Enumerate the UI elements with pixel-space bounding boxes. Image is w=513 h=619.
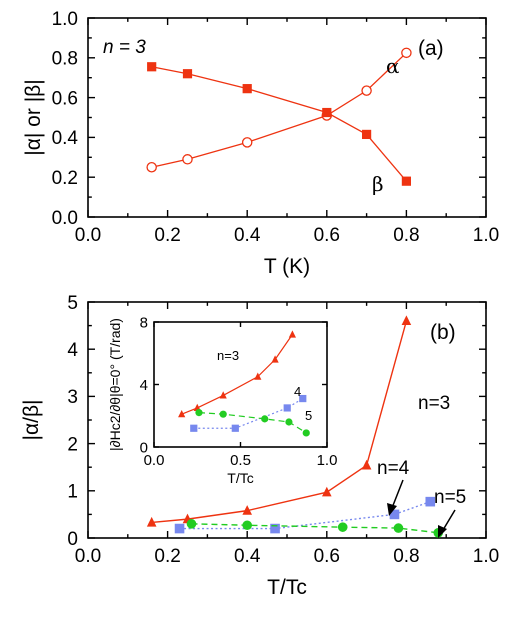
inset-x-axis-title: T/Tc (227, 470, 253, 486)
panel-b-series-1-point (270, 523, 280, 534)
panel-a-series-line-1 (151, 66, 407, 182)
panel-b-series-line-0 (151, 320, 408, 524)
panel-b-series-2-point (393, 523, 404, 533)
panel-b-ytick-label: 2 (67, 434, 78, 455)
panel-b-inset: 0.0 0.5 1.0 0 4 8 T/Tc |∂Hc2/∂θ|θ=0° (T/rad) (107, 314, 337, 486)
panel-a-xtick-label: 0.2 (154, 225, 180, 246)
panel-b-xtick-label: 0.0 (75, 546, 101, 567)
panel-a-xtick-label: 0.0 (75, 225, 101, 246)
panel-a-series-1-point (147, 62, 157, 72)
panel-a: 0.0 0.2 0.4 0.6 0.8 1.0 0.0 0.2 0.4 0.6 0.8 1.0 T (K… (22, 9, 499, 278)
panel-b-ytick-label: 0 (67, 529, 78, 550)
panel-a-series-0-point (146, 161, 157, 173)
panel-b-y-axis-title: |α/β| (20, 400, 43, 441)
inset-xtick-label: 0.5 (230, 452, 251, 469)
panel-a-series-1-point (362, 129, 372, 140)
inset-n3-label: n=3 (217, 348, 239, 363)
panel-b-ytick-label: 5 (67, 293, 78, 314)
panel-a-label: (a) (418, 37, 444, 60)
panel-a-ytick-label: 0.4 (52, 128, 79, 149)
panel-a-ytick-label: 0.2 (52, 168, 78, 189)
inset-ytick-label: 0 (140, 439, 148, 456)
panel-a-series-0-point (182, 154, 193, 165)
panel-b-xtick-label: 0.2 (154, 546, 180, 567)
n3-series-label: n=3 (418, 393, 450, 414)
panel-b-xtick-label: 0.4 (234, 546, 261, 567)
inset-series-0-point (178, 410, 186, 418)
n4-series-label: n=4 (377, 458, 410, 479)
panel-a-series-0-point (401, 47, 412, 59)
panel-a-ytick-label: 0.6 (52, 88, 78, 109)
panel-a-series-1-point (182, 69, 193, 79)
inset-n5-label: 5 (305, 408, 312, 423)
inset-series-1-point (283, 404, 291, 412)
inset-series-0-point (254, 372, 262, 380)
panel-a-n-label: n = 3 (103, 37, 146, 58)
beta-series-label: β (372, 172, 384, 196)
inset-series-0-point (288, 330, 296, 338)
panel-b-ytick-label: 3 (67, 387, 78, 408)
inset-xtick-label: 1.0 (317, 452, 338, 469)
n5-series-label: n=5 (434, 487, 466, 508)
panel-b-xtick-label: 0.6 (314, 546, 340, 567)
alpha-series-label: α (386, 54, 400, 78)
panel-a-series-1-point (401, 176, 411, 186)
panel-b-series-0-point (322, 486, 332, 497)
inset-xtick-label: 0.0 (144, 452, 165, 469)
inset-series-1-point (190, 424, 198, 432)
inset-series-2-point (285, 418, 293, 426)
panel-b-series-2-point (242, 520, 252, 531)
panel-a-xtick-label: 0.6 (314, 225, 340, 246)
inset-series-0-point (271, 355, 279, 363)
inset-series-2-point (302, 429, 310, 437)
inset-series-0-point (219, 391, 227, 399)
inset-ytick-label: 4 (140, 377, 148, 394)
panel-a-xtick-label: 0.4 (234, 225, 261, 246)
panel-a-series-0-point (241, 137, 253, 148)
panel-b-x-axis-title: T/Tc (267, 576, 307, 599)
panel-a-xtick-label: 1.0 (473, 225, 499, 246)
panel-b-series-line-1 (179, 500, 431, 530)
panel-b-series-1-point (174, 523, 185, 534)
panel-b-ytick-label: 1 (67, 482, 78, 503)
panel-a-series-0-point (361, 85, 372, 96)
panel-b-xtick-label: 0.8 (393, 546, 419, 567)
inset-series-line-0 (181, 334, 293, 415)
panel-a-ytick-label: 1.0 (52, 9, 78, 30)
panel-b-series-2-point (337, 522, 348, 532)
inset-ytick-label: 8 (140, 314, 148, 331)
panel-b-xtick-label: 1.0 (473, 546, 499, 567)
inset-series-1-point (231, 424, 239, 432)
panel-a-x-axis-title: T (K) (264, 255, 310, 278)
inset-n4-label: 4 (294, 384, 301, 399)
panel-b-series-0-point (146, 516, 157, 527)
panel-a-ytick-label: 0.8 (52, 49, 78, 70)
panel-b-label: (b) (430, 321, 456, 344)
panel-b-series-1-point (425, 496, 436, 507)
panel-b-series-1-point (389, 509, 400, 520)
panel-a-series-1-point (242, 84, 252, 94)
panel-b-series-2-point (186, 519, 197, 529)
panel-b-series-0-point (242, 505, 252, 515)
inset-series-2-point (219, 410, 227, 418)
n4-arrow (387, 479, 404, 516)
panel-a-series-1-point (322, 107, 332, 118)
panel-a-xtick-label: 0.8 (393, 225, 419, 246)
panel-a-y-axis-title: |α| or |β| (22, 79, 45, 155)
panel-b-ytick-label: 4 (67, 340, 78, 361)
inset-series-2-point (195, 409, 203, 417)
inset-series-2-point (261, 415, 269, 423)
panel-a-series-line-0 (151, 52, 407, 168)
n5-arrow (438, 509, 456, 538)
panel-a-ytick-label: 0.0 (52, 208, 78, 229)
panel-b-series-0-point (401, 315, 412, 326)
panel-b-series-0-point (361, 459, 372, 470)
inset-series-1-point (299, 394, 307, 403)
panel-a-n-text: n = 3 (103, 37, 146, 58)
inset-y-axis-title: |∂Hc2/∂θ|θ=0° (T/rad) (107, 318, 123, 451)
